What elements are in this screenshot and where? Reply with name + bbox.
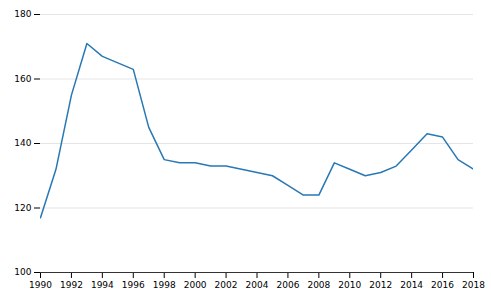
svg-text:140: 140 — [14, 138, 31, 148]
svg-text:120: 120 — [14, 203, 31, 213]
svg-text:1996: 1996 — [122, 280, 145, 290]
svg-text:2006: 2006 — [276, 280, 299, 290]
svg-text:2004: 2004 — [246, 280, 269, 290]
svg-text:1990: 1990 — [29, 280, 52, 290]
svg-text:2008: 2008 — [307, 280, 330, 290]
svg-text:100: 100 — [14, 267, 31, 277]
svg-text:2000: 2000 — [184, 280, 207, 290]
svg-text:1998: 1998 — [153, 280, 176, 290]
svg-text:2016: 2016 — [431, 280, 454, 290]
svg-text:2014: 2014 — [400, 280, 423, 290]
svg-text:180: 180 — [14, 9, 31, 19]
svg-text:1992: 1992 — [60, 280, 83, 290]
svg-text:2018: 2018 — [462, 280, 485, 290]
svg-text:1994: 1994 — [91, 280, 114, 290]
svg-text:2010: 2010 — [338, 280, 361, 290]
svg-text:160: 160 — [14, 74, 31, 84]
svg-text:2012: 2012 — [369, 280, 392, 290]
svg-text:2002: 2002 — [215, 280, 238, 290]
